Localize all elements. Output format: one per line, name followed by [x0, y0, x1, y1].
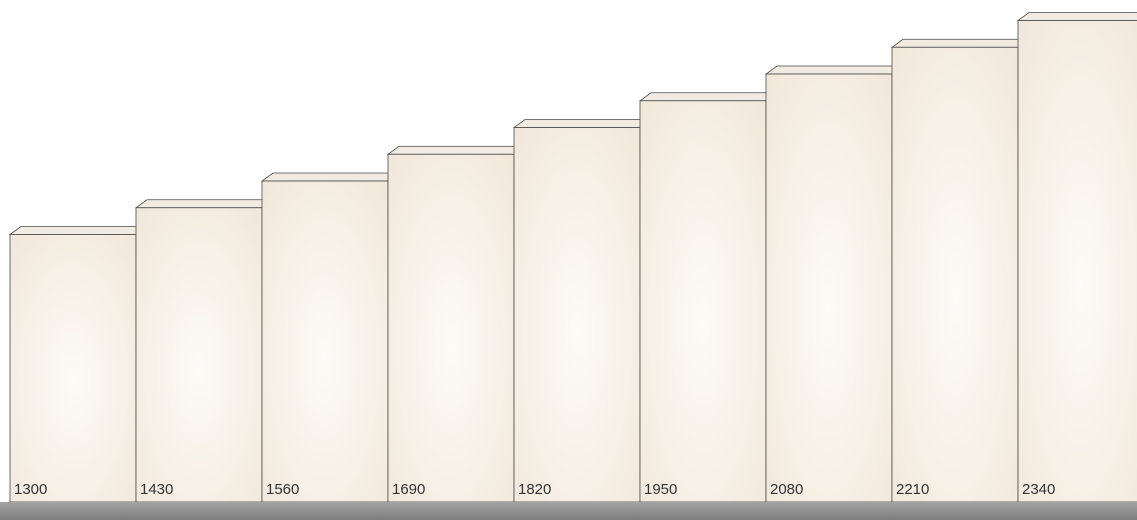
bar-top-face: [512, 119, 653, 128]
bar-top-face: [764, 65, 905, 75]
bar-front-face: [1017, 20, 1137, 503]
bar-2340: 2340: [1016, 12, 1137, 503]
bar-top-face: [8, 226, 149, 235]
bar-value-label: 1430: [140, 481, 173, 498]
bar-top-face: [1016, 12, 1137, 21]
bar-front-face: [387, 153, 515, 503]
bar-front-face: [513, 127, 641, 503]
bar-value-label: 2080: [770, 481, 803, 498]
bar-top-face: [890, 38, 1031, 48]
bar-2080: 2080: [764, 65, 905, 503]
bars-group: 1300 1430 1560 1690 1820 1950 2080 2210 2340: [8, 12, 1137, 503]
bar-1430: 1430: [134, 198, 275, 503]
bar-1560: 1560: [260, 172, 401, 503]
bar-1950: 1950: [638, 91, 779, 503]
bar-1690: 1690: [386, 145, 527, 503]
bar-value-label: 1950: [644, 481, 677, 498]
bar-front-face: [9, 234, 137, 503]
bar-front-face: [135, 207, 263, 503]
bar-value-label: 1820: [518, 481, 551, 498]
bar-value-label: 2340: [1022, 481, 1055, 498]
bar-top-face: [386, 145, 527, 155]
bar-top-face: [260, 172, 401, 182]
bar-front-face: [639, 100, 767, 503]
chart-base-platform: [0, 502, 1137, 520]
bar-front-face: [891, 46, 1019, 503]
bar-front-face: [765, 73, 893, 503]
bar-top-face: [638, 92, 779, 102]
bar-1300: 1300: [8, 225, 149, 503]
bar-value-label: 2210: [896, 481, 929, 498]
bar-value-label: 1300: [14, 481, 47, 498]
bar-value-label: 1690: [392, 481, 425, 498]
bar-front-face: [261, 180, 389, 503]
bar-2210: 2210: [890, 38, 1031, 503]
bar-value-label: 1560: [266, 481, 299, 498]
bar-1820: 1820: [512, 118, 653, 503]
bar-top-face: [134, 199, 275, 209]
